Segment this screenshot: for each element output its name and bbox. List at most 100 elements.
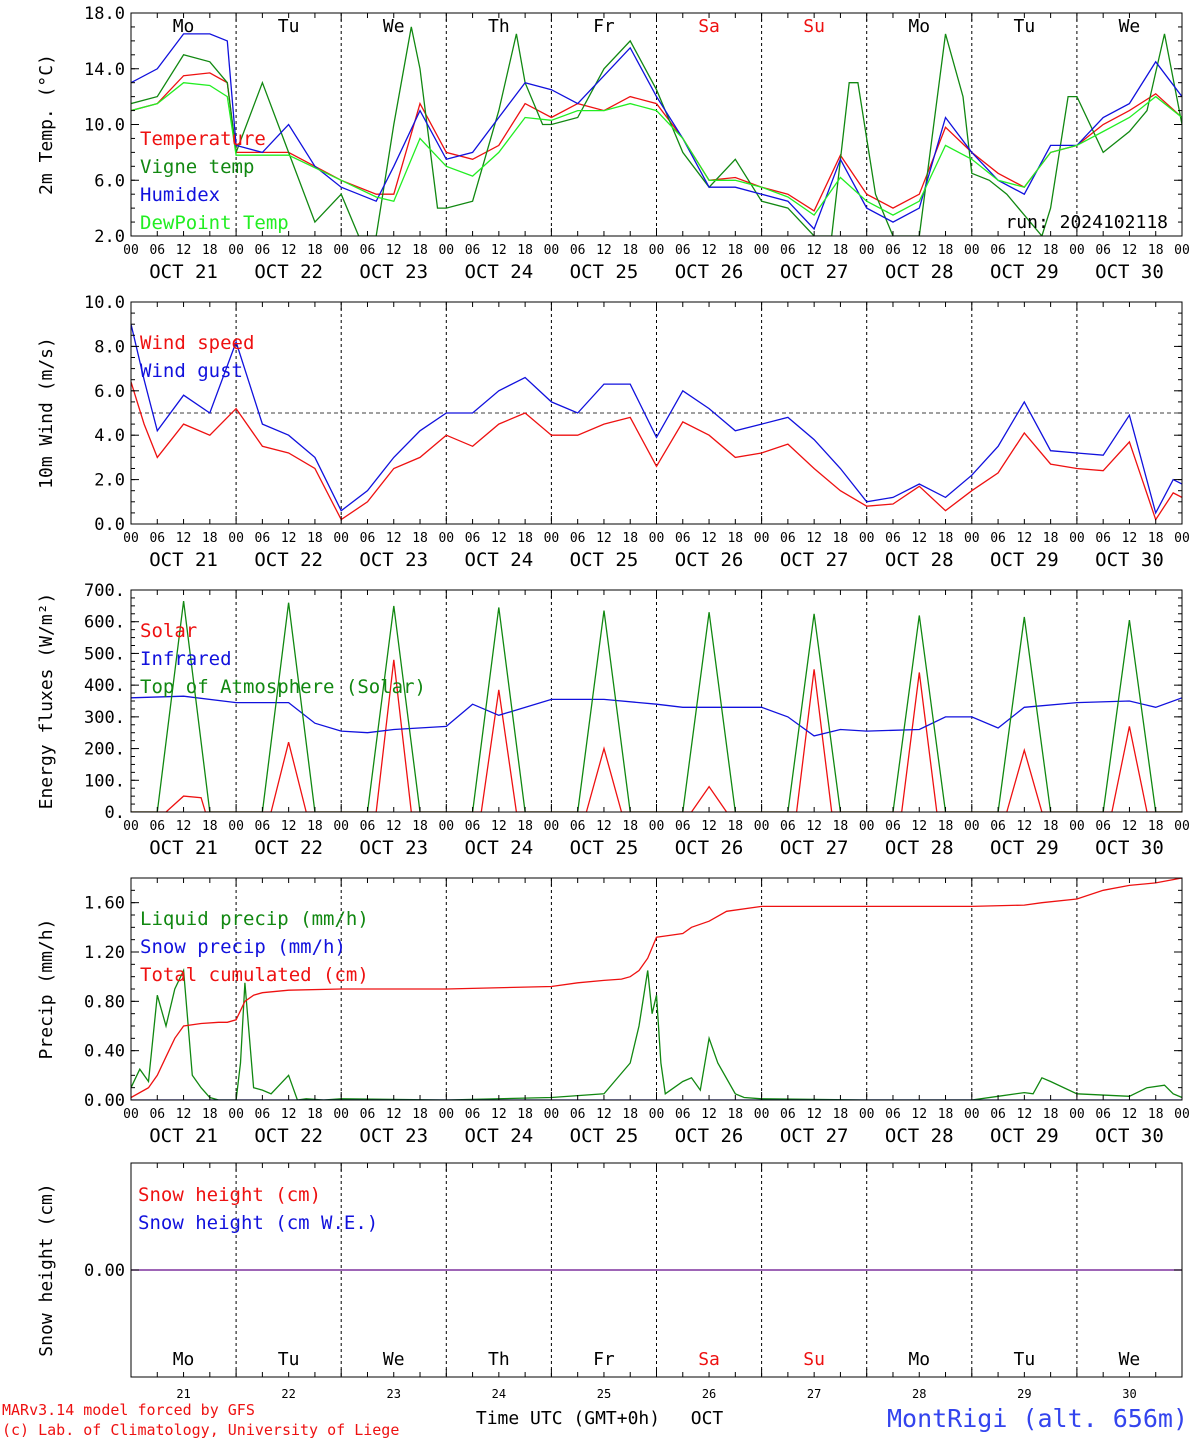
x-hour-label: 18 [622,531,638,546]
x-hour-label: 00 [228,531,244,546]
x-hour-label: 18 [412,243,428,258]
y-axis-label: Energy fluxes (W/m²) [36,593,57,810]
x-hour-label: 18 [412,819,428,834]
x-hour-label: 00 [649,1107,665,1122]
x-hour-label: 12 [806,819,822,834]
x-hour-label: 12 [806,1107,822,1122]
x-hour-label: 12 [701,1107,717,1122]
day-number-label: 28 [912,1387,926,1401]
panel-wind: 0.0 2.0 4.0 6.0 8.0 10.0 10m Wind (m/s) Wind sp… [36,293,1190,571]
x-hour-label: 00 [438,819,454,834]
day-name-label: Tu [278,16,300,37]
series-line-precip-0 [131,968,1182,1100]
x-hour-label: 06 [990,243,1006,258]
y-axis-label: 2m Temp. (°C) [36,54,57,195]
x-hour-label: 06 [1095,531,1111,546]
day-number-label: 25 [597,1387,611,1401]
x-hour-label: 12 [491,1107,507,1122]
series-line-precip-2 [131,878,1182,1099]
x-hour-label: 18 [727,1107,743,1122]
x-hour-label: 12 [1017,243,1033,258]
x-hour-label: 00 [859,1107,875,1122]
x-date-label: OCT 25 [570,1125,639,1147]
day-number-label: 21 [176,1387,190,1401]
x-hour-label: 12 [911,243,927,258]
x-hour-label: 12 [911,531,927,546]
x-date-label: OCT 25 [570,837,639,859]
x-hour-label: 18 [1148,819,1164,834]
time-axis-label: Time UTC (GMT+0h) [476,1408,660,1429]
x-hour-label: 18 [307,819,323,834]
x-hour-label: 18 [517,819,533,834]
x-date-label: OCT 21 [149,1125,218,1147]
x-hour-label: 12 [701,531,717,546]
x-date-label: OCT 30 [1095,1125,1164,1147]
legend-entry: Snow precip (mm/h) [140,936,346,958]
series-line-temp-3 [131,82,1182,217]
x-hour-label: 18 [517,531,533,546]
y-tick-label: 700. [84,581,125,601]
x-hour-label: 00 [859,243,875,258]
panel-temp: 2.0 6.0 10.0 14.0 18.0 2m Temp. (°C) Temperatu… [36,4,1190,283]
legend-entry: Liquid precip (mm/h) [140,908,369,930]
x-hour-label: 00 [544,243,560,258]
time-axis-month: OCT [691,1408,724,1429]
x-hour-label: 06 [885,819,901,834]
x-hour-label: 06 [990,531,1006,546]
x-hour-label: 18 [202,243,218,258]
x-hour-label: 18 [622,1107,638,1122]
x-hour-label: 06 [885,531,901,546]
x-hour-label: 18 [938,243,954,258]
x-hour-label: 06 [360,531,376,546]
x-hour-label: 00 [754,1107,770,1122]
x-hour-label: 12 [701,243,717,258]
day-name-label: Fr [593,1349,615,1370]
x-hour-label: 00 [544,819,560,834]
series-line-temp-1 [131,26,1182,236]
x-hour-label: 18 [1043,819,1059,834]
x-date-label: OCT 23 [359,261,428,283]
station-label: MontRigi (alt. 656m) [887,1404,1188,1433]
x-hour-label: 00 [754,819,770,834]
x-date-label: OCT 25 [570,261,639,283]
x-hour-label: 06 [780,243,796,258]
x-hour-label: 00 [964,819,980,834]
x-hour-label: 06 [255,243,271,258]
x-hour-label: 00 [1174,243,1190,258]
day-name-label: Su [803,1349,825,1370]
x-hour-label: 12 [1122,243,1138,258]
x-hour-label: 12 [806,531,822,546]
x-hour-label: 12 [281,531,297,546]
footer-copyright: (c) Lab. of Climatology, University of L… [2,1421,399,1439]
x-hour-label: 12 [596,531,612,546]
y-tick-label: 0.00 [84,1261,125,1281]
x-hour-label: 06 [780,531,796,546]
x-hour-label: 18 [1043,1107,1059,1122]
y-tick-label: 1.20 [84,943,125,963]
x-hour-label: 18 [1148,531,1164,546]
x-hour-label: 18 [833,531,849,546]
x-hour-label: 18 [307,243,323,258]
x-hour-label: 06 [465,531,481,546]
x-hour-label: 00 [333,819,349,834]
x-date-label: OCT 22 [254,837,323,859]
x-date-label: OCT 29 [990,1125,1059,1147]
x-hour-label: 00 [333,531,349,546]
x-hour-label: 00 [123,819,139,834]
x-hour-label: 06 [465,243,481,258]
day-name-label: Mo [908,1349,930,1370]
x-hour-label: 06 [570,531,586,546]
legend-entry: Solar [140,620,197,642]
x-date-label: OCT 26 [675,1125,744,1147]
day-name-label: Su [803,16,825,37]
x-hour-label: 12 [281,243,297,258]
x-hour-label: 00 [1174,531,1190,546]
x-hour-label: 06 [255,1107,271,1122]
x-hour-label: 12 [806,243,822,258]
day-number-label: 29 [1017,1387,1031,1401]
x-date-label: OCT 23 [359,549,428,571]
day-name-label: We [383,1349,405,1370]
x-hour-label: 06 [570,819,586,834]
x-hour-label: 00 [964,1107,980,1122]
y-tick-label: 1.60 [84,894,125,914]
